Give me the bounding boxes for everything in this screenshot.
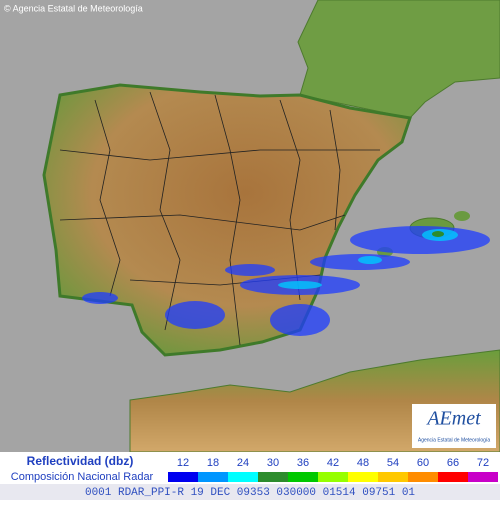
legend-label: 36	[297, 457, 309, 469]
legend-label: 72	[477, 457, 489, 469]
legend-label: 18	[207, 457, 219, 469]
copyright: © Agencia Estatal de Meteorología	[4, 3, 143, 13]
legend-swatch	[288, 472, 318, 482]
legend-subtitle: Composición Nacional Radar	[11, 471, 154, 483]
footer-bar	[0, 484, 500, 500]
legend-swatch	[348, 472, 378, 482]
provinces	[59, 91, 380, 346]
legend-label: 12	[177, 457, 189, 469]
legend-label: 24	[237, 457, 249, 469]
legend-swatch	[258, 472, 288, 482]
legend-label: 66	[447, 457, 459, 469]
legend-label: 60	[417, 457, 429, 469]
legend-title: Reflectividad (dbz)	[27, 454, 134, 468]
legend-swatch	[198, 472, 228, 482]
legend-label: 48	[357, 457, 369, 469]
legend-swatch	[168, 472, 198, 482]
legend: 12 18 24 30 36 42 48 54 60 66 72	[168, 457, 498, 482]
menorca	[454, 211, 470, 221]
legend-swatch	[228, 472, 258, 482]
logo-box	[412, 404, 496, 448]
legend-label: 42	[327, 457, 339, 469]
footer: 0001 RDAR_PPI-R 19 DEC 09353 030000 0151…	[85, 487, 415, 499]
legend-label: 54	[387, 457, 399, 469]
legend-swatch	[468, 472, 498, 482]
legend-swatch	[378, 472, 408, 482]
radar-core	[432, 231, 444, 237]
logo-subtitle: Agencia Estatal de Meteorología	[418, 437, 490, 443]
legend-swatch	[318, 472, 348, 482]
legend-swatch	[408, 472, 438, 482]
france	[297, 0, 500, 119]
logo: AEmet	[425, 408, 481, 430]
legend-label: 30	[267, 457, 279, 469]
legend-swatch	[438, 472, 468, 482]
